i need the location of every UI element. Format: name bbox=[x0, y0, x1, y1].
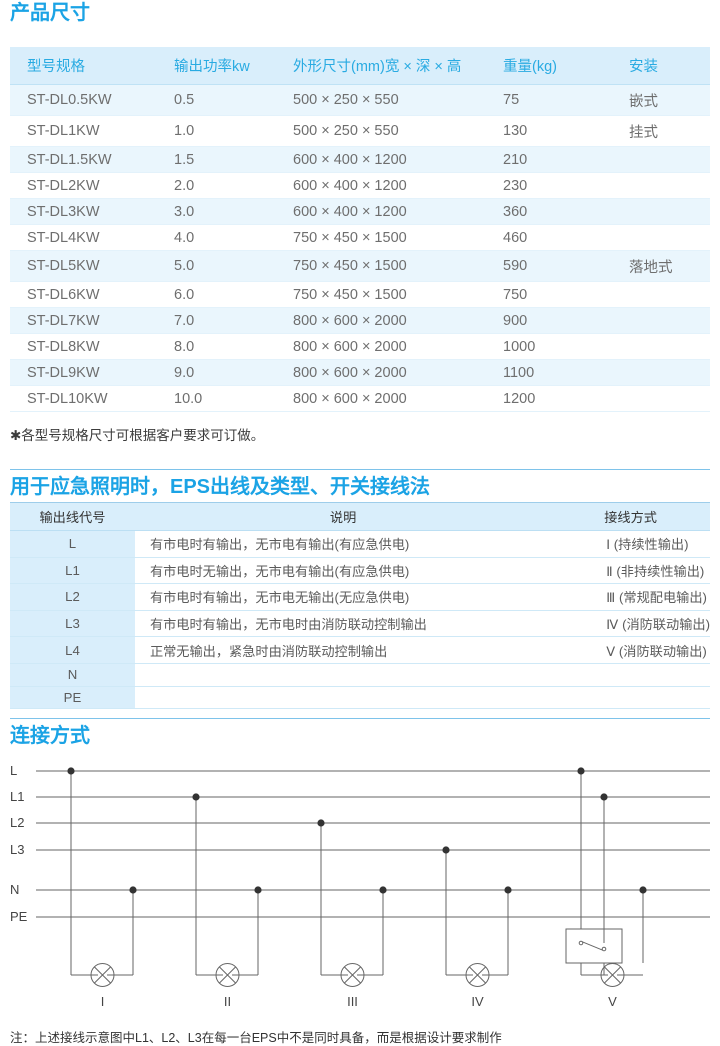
svg-text:V: V bbox=[608, 994, 617, 1009]
svg-text:IV: IV bbox=[471, 994, 484, 1009]
svg-text:N: N bbox=[10, 882, 19, 897]
svg-text:L: L bbox=[10, 763, 17, 778]
svg-text:L3: L3 bbox=[10, 842, 24, 857]
svg-text:I: I bbox=[101, 994, 105, 1009]
svg-text:PE: PE bbox=[10, 909, 28, 924]
svg-text:II: II bbox=[224, 994, 231, 1009]
svg-text:L1: L1 bbox=[10, 789, 24, 804]
svg-text:III: III bbox=[347, 994, 358, 1009]
svg-text:L2: L2 bbox=[10, 815, 24, 830]
